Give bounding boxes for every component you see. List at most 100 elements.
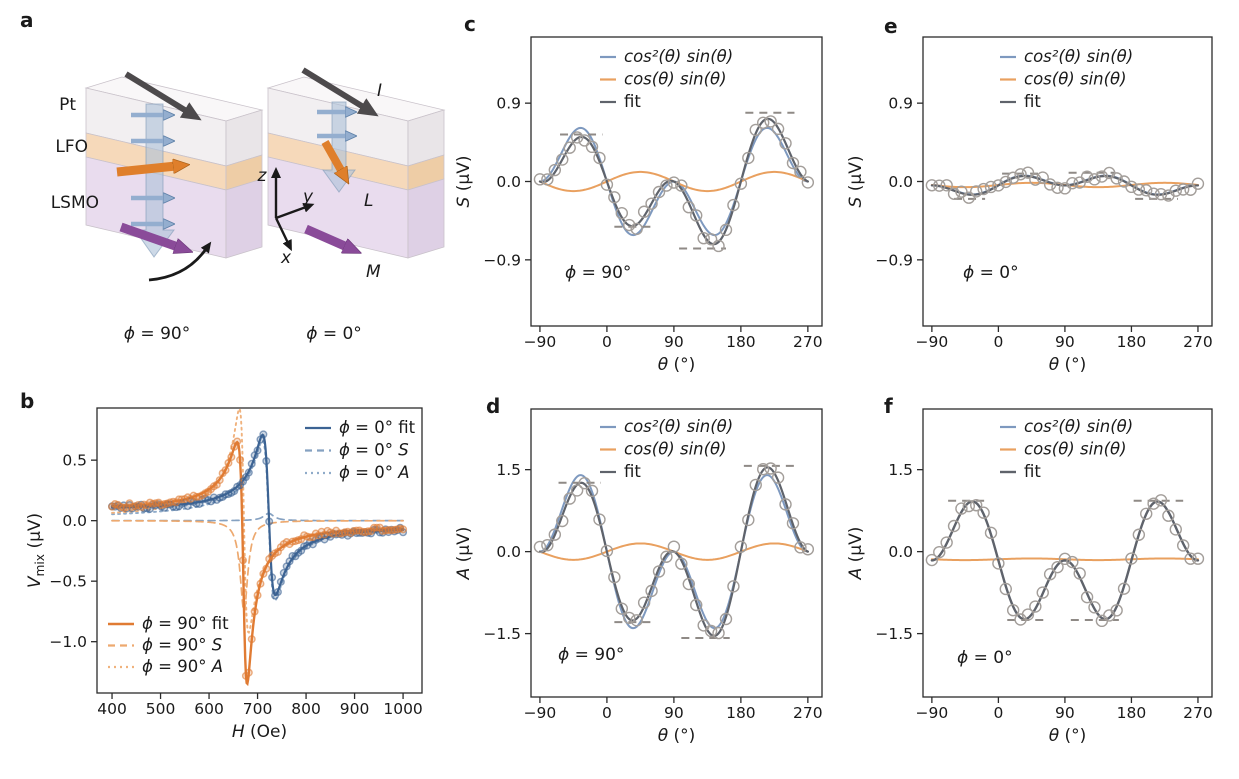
legend-label: cos(θ) sin(θ): [624, 70, 727, 89]
data-point: [533, 540, 547, 554]
data-point: [563, 141, 576, 154]
data-point: [794, 541, 807, 554]
neel-vector-arrow-icon: [116, 166, 176, 177]
data-point: [608, 191, 621, 204]
x-tick-label: 600: [194, 700, 224, 718]
x-axis-label-b: H (Oe): [232, 722, 287, 742]
data-point: [244, 668, 253, 677]
data-point: [947, 187, 961, 200]
series-fit: [930, 174, 1200, 196]
data-point: [955, 185, 968, 198]
y-tick-label: 0.9: [496, 95, 521, 113]
legend-label: ϕ = 90° S: [142, 636, 222, 655]
y-tick-label: 1.5: [496, 461, 521, 479]
data-point: [1147, 497, 1160, 510]
x-tick-label: 270: [793, 333, 823, 351]
data-point: [764, 115, 777, 128]
panel-label-f: f: [884, 394, 893, 418]
data-point: [719, 612, 733, 626]
legend-label: cos²(θ) sin(θ): [1024, 417, 1133, 436]
plot-frame-f: [922, 408, 1213, 698]
data-point: [615, 602, 628, 615]
data-point: [548, 528, 562, 541]
data-point: [253, 591, 262, 600]
legend-label: ϕ = 90° fit: [142, 614, 229, 633]
data-point: [727, 198, 740, 212]
layer-label-lfo: LFO: [55, 137, 88, 157]
x-tick-label: 270: [793, 704, 823, 722]
data-point: [1154, 494, 1168, 507]
legend-label: cos(θ) sin(θ): [1024, 70, 1127, 89]
data-point: [933, 545, 946, 559]
coordinate-axes-icon: [271, 167, 315, 252]
data-point: [239, 556, 248, 565]
data-point: [925, 553, 939, 567]
data-point: [999, 175, 1012, 189]
phi-annotation-c: ϕ = 90°: [565, 263, 631, 283]
data-point: [570, 131, 584, 144]
data-point: [682, 577, 695, 591]
data-point: [712, 626, 725, 640]
data-point: [593, 151, 606, 165]
data-point: [221, 466, 230, 475]
data-point: [652, 565, 666, 578]
data-point: [637, 205, 651, 218]
data-point: [233, 437, 242, 446]
x-axis-label-d: θ (°): [658, 726, 696, 746]
rotation-arrow-icon: [148, 241, 212, 282]
caption-phi-0: ϕ = 0°: [306, 324, 362, 344]
data-point: [690, 598, 703, 612]
legend-label: cos²(θ) sin(θ): [624, 47, 733, 66]
x-tick-label: −90: [916, 333, 949, 351]
phi-annotation-f: ϕ = 0°: [957, 648, 1013, 668]
scatter-phi90-data: [108, 437, 408, 680]
data-point: [667, 176, 681, 189]
data-point: [265, 517, 274, 526]
data-point: [1191, 552, 1205, 565]
y-tick-label: 0.0: [62, 512, 87, 530]
y-tick-label: 0.0: [496, 173, 521, 191]
data-point: [977, 506, 990, 519]
data-point: [962, 191, 976, 204]
legend-label: ϕ = 0° S: [339, 441, 409, 460]
data-point: [556, 153, 569, 166]
legend-label: cos²(θ) sin(θ): [624, 417, 733, 436]
data-point: [925, 179, 939, 192]
data-point: [1095, 170, 1109, 183]
data-point: [757, 463, 770, 476]
x-tick-label: 400: [97, 700, 127, 718]
legend-label: ϕ = 0° fit: [339, 418, 416, 437]
data-point: [570, 484, 584, 497]
data-point: [977, 182, 990, 196]
data-point: [600, 178, 614, 191]
data-point: [764, 462, 777, 475]
data-point: [933, 179, 946, 192]
x-tick-label: 90: [1055, 333, 1075, 351]
data-point: [704, 624, 718, 638]
panel-e-chart: −90 0 90 180 270 0.9 0.0 −0.9 θ (°) S (μV) cos²(θ)…: [846, 36, 1213, 375]
stack-phi0: [266, 67, 446, 259]
data-point: [244, 468, 253, 477]
data-point: [794, 165, 807, 179]
legend-f: cos²(θ) sin(θ) cos(θ) sin(θ) fit: [1000, 417, 1133, 481]
legend-label: fit: [624, 92, 641, 111]
data-point: [578, 134, 591, 147]
data-point: [600, 544, 614, 558]
series-fit: [930, 500, 1200, 621]
scatter-data: [925, 166, 1205, 204]
data-point: [630, 222, 643, 236]
data-point: [1125, 552, 1138, 565]
panel-label-e: e: [884, 14, 898, 38]
legend-d: cos²(θ) sin(θ) cos(θ) sin(θ) fit: [600, 417, 733, 481]
data-point: [541, 173, 554, 186]
data-point: [1176, 539, 1190, 552]
data-point: [667, 540, 681, 553]
y-tick-label: 0.9: [888, 95, 913, 113]
y-axis-label-c: S (μV): [454, 156, 474, 208]
data-point: [786, 517, 800, 530]
data-point: [1051, 181, 1064, 194]
y-tick-label: −1.5: [875, 625, 913, 643]
data-point: [727, 580, 740, 593]
data-point: [1006, 171, 1020, 184]
